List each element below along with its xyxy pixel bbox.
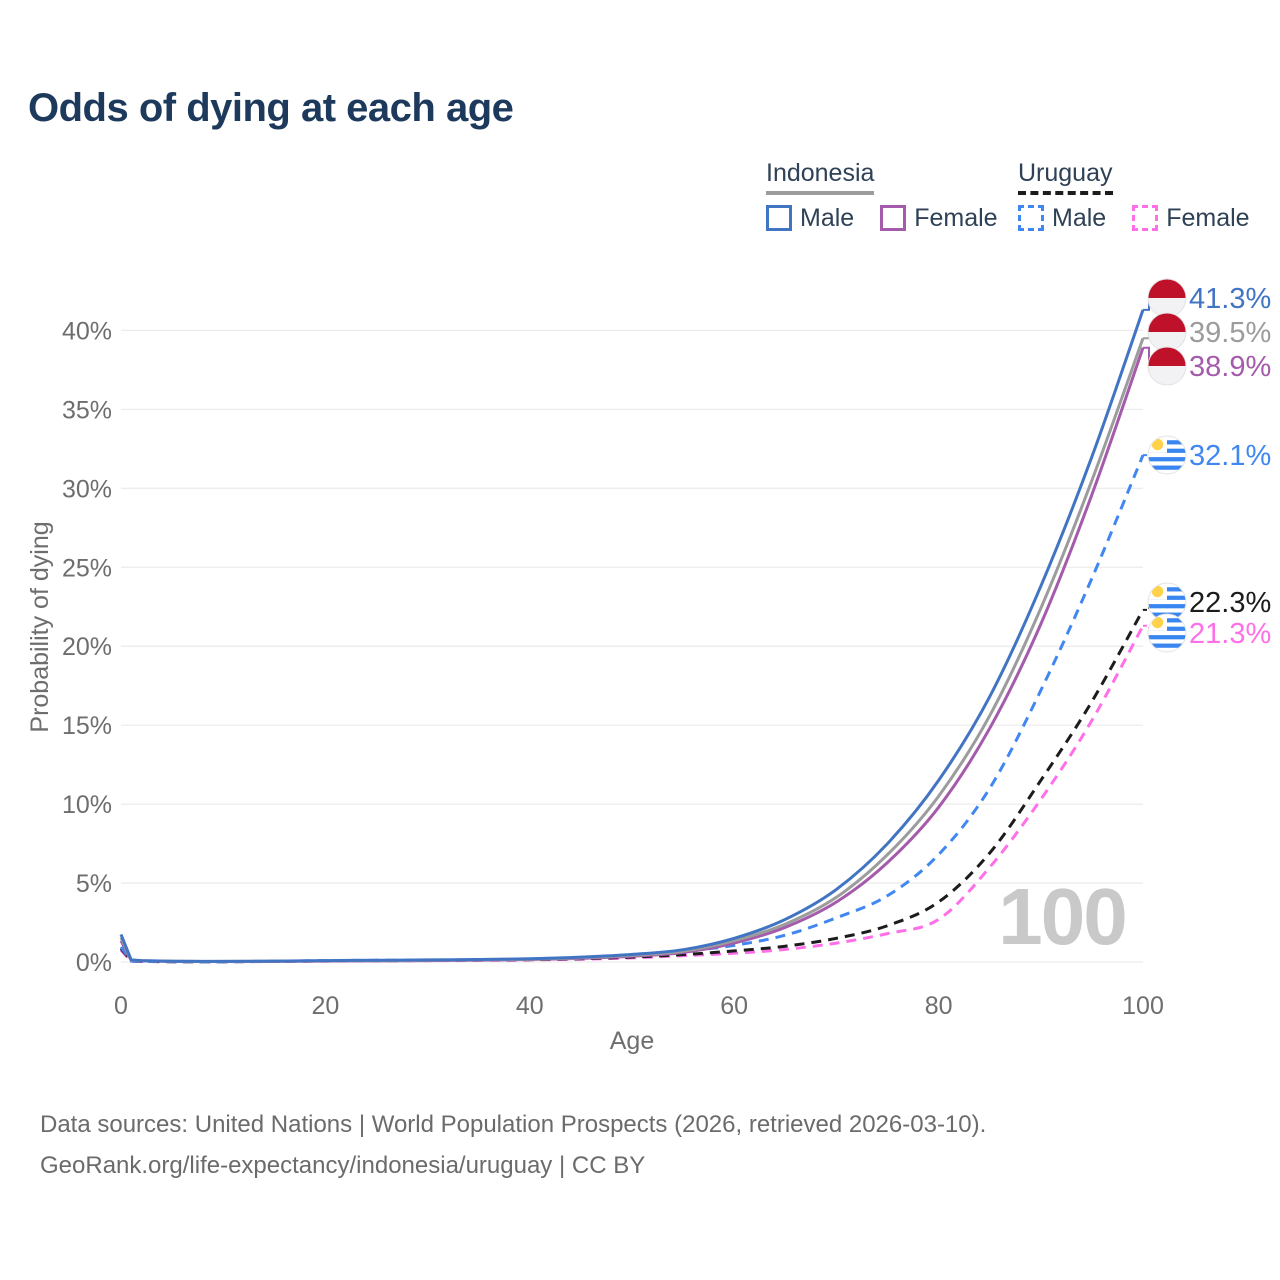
legend-group-indonesia: Indonesia Male Female: [766, 159, 998, 233]
legend-label-uruguay-male: Male: [1052, 203, 1107, 232]
series-line-indonesia-both-sexes[interactable]: [119, 337, 1145, 963]
x-tick-label: 100: [1122, 992, 1164, 1020]
x-tick-label: 0: [114, 992, 128, 1020]
legend-country-uruguay: Uruguay: [1018, 159, 1113, 195]
x-axis-title: Age: [610, 1027, 654, 1055]
uruguay-flag-border: [1147, 435, 1187, 475]
series-line-uruguay-male[interactable]: [119, 454, 1145, 964]
legend-item-uruguay-male[interactable]: Male: [1018, 204, 1106, 233]
y-tick-label: 40%: [62, 317, 112, 345]
end-value-label: 32.1%: [1189, 440, 1271, 472]
indonesia-flag-icon: [1148, 313, 1186, 351]
y-tick-label: 15%: [62, 712, 112, 740]
series-line-uruguay-female[interactable]: [119, 624, 1145, 964]
series-line-indonesia-male[interactable]: [119, 309, 1145, 963]
legend-label-indonesia-male: Male: [800, 203, 855, 232]
footer-attribution: GeoRank.org/life-expectancy/indonesia/ur…: [40, 1152, 646, 1179]
y-tick-label: 25%: [62, 554, 112, 582]
end-value-label: 21.3%: [1189, 618, 1271, 650]
y-axis-title: Probability of dying: [26, 521, 54, 732]
end-value-label: 22.3%: [1189, 587, 1271, 619]
series-line-uruguay-both-sexes[interactable]: [119, 609, 1145, 964]
end-value-label: 39.5%: [1189, 317, 1271, 349]
legend-group-uruguay: Uruguay Male Female: [1018, 159, 1250, 233]
y-tick-label: 30%: [62, 475, 112, 503]
y-tick-label: 35%: [62, 396, 112, 424]
y-tick-label: 10%: [62, 791, 112, 819]
legend-country-indonesia: Indonesia: [766, 159, 875, 195]
legend-item-indonesia-male[interactable]: Male: [766, 204, 854, 233]
uruguay-flag-border: [1147, 613, 1187, 653]
legend-label-indonesia-female: Female: [914, 203, 998, 232]
legend-swatch-indonesia-female: [880, 205, 907, 231]
x-tick-label: 60: [720, 992, 748, 1020]
end-value-label: 41.3%: [1189, 283, 1271, 315]
legend-swatch-uruguay-male: [1018, 205, 1044, 231]
x-tick-label: 80: [925, 992, 953, 1020]
legend-items-indonesia: Male Female: [766, 204, 998, 233]
y-tick-label: 5%: [76, 870, 112, 898]
age-watermark: 100: [998, 872, 1125, 961]
legend-item-indonesia-female[interactable]: Female: [880, 203, 998, 233]
page-title: Odds of dying at each age: [28, 86, 514, 130]
legend-label-uruguay-female: Female: [1166, 203, 1250, 232]
legend-item-uruguay-female[interactable]: Female: [1132, 203, 1250, 233]
indonesia-flag-icon: [1148, 279, 1186, 317]
indonesia-flag-border: [1147, 346, 1187, 386]
end-value-label: 38.9%: [1189, 351, 1271, 383]
y-tick-label: 0%: [76, 949, 112, 977]
legend-swatch-uruguay-female: [1132, 205, 1159, 231]
indonesia-flag-icon: [1148, 347, 1186, 385]
footer: Data sources: United Nations | World Pop…: [40, 1104, 986, 1186]
uruguay-flag-icon: [1148, 436, 1186, 474]
series-line-indonesia-female[interactable]: [119, 347, 1145, 963]
x-tick-label: 40: [516, 992, 544, 1020]
footer-sources: Data sources: United Nations | World Pop…: [40, 1111, 987, 1138]
legend-items-uruguay: Male Female: [1018, 204, 1250, 233]
legend-swatch-indonesia-male: [766, 205, 792, 231]
y-tick-label: 20%: [62, 633, 112, 661]
x-tick-label: 20: [311, 992, 339, 1020]
